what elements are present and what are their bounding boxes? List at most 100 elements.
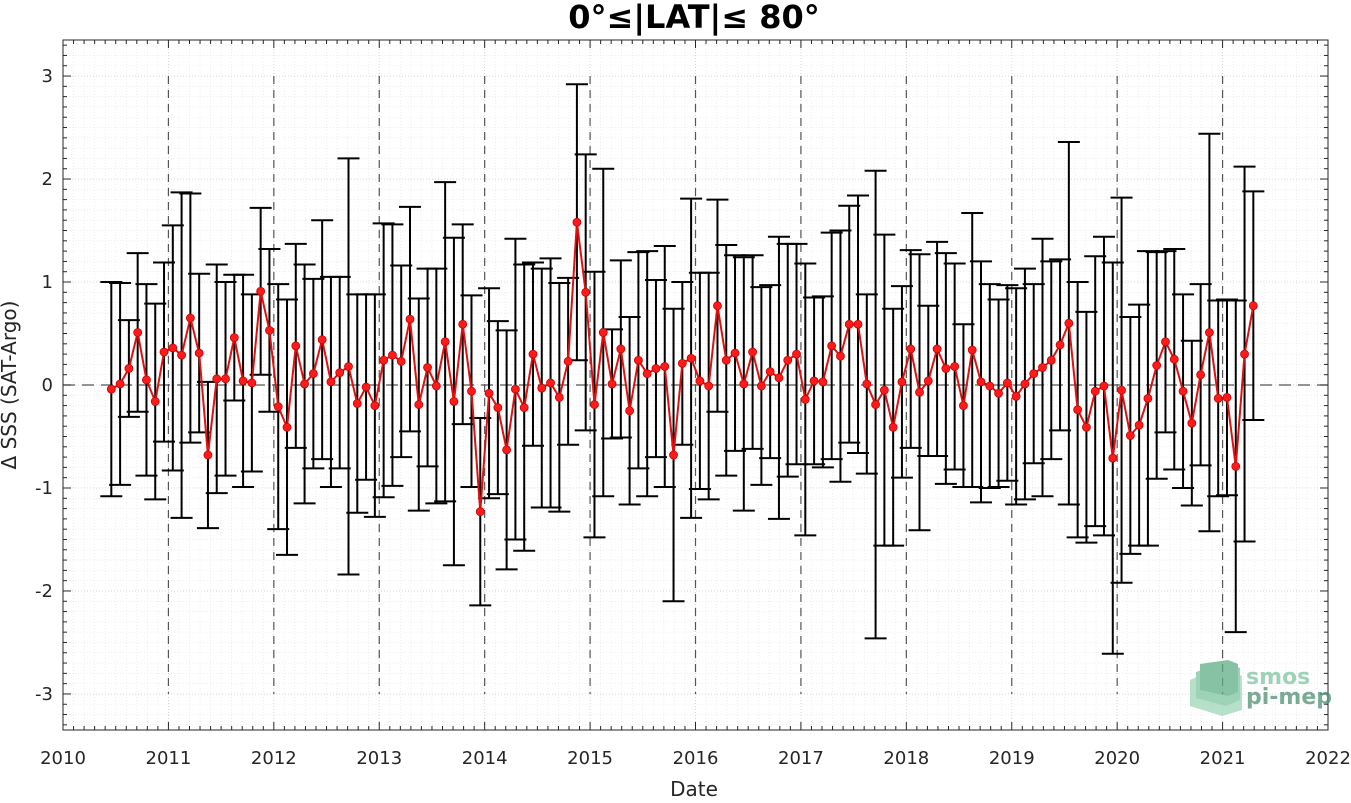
data-point <box>1248 301 1258 311</box>
data-point <box>950 362 960 371</box>
data-point <box>1196 370 1206 380</box>
data-point <box>352 399 362 408</box>
data-point <box>581 287 591 297</box>
data-point <box>212 374 222 384</box>
y-tick-label: -2 <box>35 581 53 602</box>
data-point <box>792 349 801 359</box>
data-point <box>528 349 538 359</box>
data-point <box>800 395 810 404</box>
x-tick-label: 2013 <box>356 748 402 769</box>
data-point <box>159 347 169 357</box>
x-tick-label: 2021 <box>1200 748 1246 769</box>
data-point <box>915 387 924 397</box>
x-axis-label: Date <box>670 777 718 799</box>
data-point <box>686 353 696 363</box>
smos-pi-mep-logo: smos pi-mep <box>1190 660 1332 716</box>
data-point <box>862 379 872 389</box>
data-point <box>1029 369 1039 379</box>
data-point <box>1125 431 1135 440</box>
data-point <box>168 343 178 353</box>
y-tick-label: 0 <box>42 375 53 396</box>
y-tick-label: 2 <box>42 169 53 190</box>
data-point <box>493 403 503 413</box>
data-point <box>238 376 248 386</box>
data-point <box>871 400 880 409</box>
x-tick-label: 2015 <box>567 748 613 769</box>
data-point <box>1240 349 1249 359</box>
data-point <box>115 379 125 389</box>
axis-ticks <box>62 40 1329 730</box>
data-point <box>809 376 819 386</box>
data-point <box>1205 328 1214 337</box>
data-point <box>1231 461 1241 471</box>
data-point <box>748 347 758 357</box>
data-point <box>607 379 617 389</box>
data-point <box>827 341 837 351</box>
data-point <box>651 364 661 373</box>
data-point <box>405 314 415 324</box>
data-point <box>423 363 432 372</box>
logo-line-2: pi-mep <box>1246 685 1332 710</box>
data-point <box>1161 337 1170 347</box>
data-point <box>1038 363 1047 372</box>
data-point <box>1090 386 1100 396</box>
data-point <box>142 375 151 385</box>
data-point <box>256 286 266 296</box>
data-point <box>361 382 371 392</box>
y-tick-label: 3 <box>42 66 53 87</box>
data-point <box>959 401 968 410</box>
x-tick-label: 2022 <box>1305 748 1351 769</box>
data-point <box>1152 361 1162 370</box>
data-point <box>976 377 986 387</box>
logo-line-1: smos <box>1246 665 1310 690</box>
data-point <box>1055 340 1065 350</box>
data-point <box>853 319 863 329</box>
x-tick-label: 2020 <box>1094 748 1140 769</box>
data-point <box>177 350 186 360</box>
data-point <box>326 377 336 387</box>
data-point <box>308 369 318 379</box>
data-point <box>431 381 441 391</box>
x-tick-label: 2016 <box>673 748 719 769</box>
data-point <box>765 367 775 377</box>
data-point <box>291 341 301 351</box>
y-tick-label: -1 <box>35 478 53 499</box>
data-point <box>563 356 573 366</box>
data-point <box>774 373 784 383</box>
data-point <box>1108 453 1118 463</box>
x-tick-label: 2014 <box>462 748 508 769</box>
data-point <box>317 335 327 345</box>
data-point <box>475 507 485 517</box>
data-point <box>730 348 740 358</box>
data-point <box>458 319 468 329</box>
chart-title: 0°≤|LAT|≤ 80° <box>568 0 819 37</box>
x-tick-label: 2012 <box>251 748 297 769</box>
data-point <box>194 348 204 358</box>
data-markers <box>106 217 1258 517</box>
data-point <box>1178 386 1188 396</box>
data-point <box>1187 418 1197 428</box>
data-point <box>511 384 520 394</box>
data-point <box>396 356 406 366</box>
data-point <box>335 368 345 378</box>
y-axis-label: Δ SSS (SAT-Argo) <box>0 301 21 470</box>
logo-stack-icon <box>1190 660 1242 716</box>
x-tick-label: 2019 <box>989 748 1035 769</box>
data-point <box>1099 381 1109 391</box>
data-point <box>273 402 283 412</box>
data-point <box>265 326 274 335</box>
data-point <box>598 328 608 337</box>
data-point <box>1046 355 1056 365</box>
data-point <box>1213 393 1223 403</box>
data-point <box>203 450 213 460</box>
x-tick-label: 2017 <box>778 748 824 769</box>
data-point <box>519 403 529 413</box>
data-point <box>247 378 257 388</box>
data-point <box>941 364 951 373</box>
data-point <box>484 388 494 398</box>
data-point <box>150 397 160 406</box>
data-point <box>625 406 635 416</box>
data-point <box>669 450 678 460</box>
